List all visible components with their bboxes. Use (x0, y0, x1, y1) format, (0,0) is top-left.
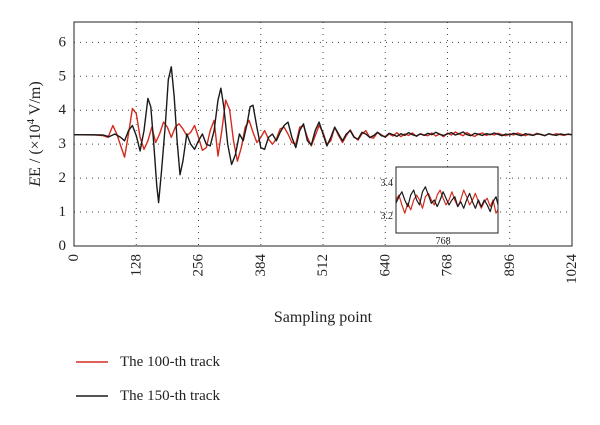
inset-tick-labels: 3.2 3.4 768 (381, 178, 451, 247)
x-tick-label: 512 (315, 254, 331, 277)
x-tick-label: 1024 (564, 254, 580, 285)
y-tick-label: 3 (59, 136, 67, 152)
y-tick-label: 6 (59, 34, 67, 50)
y-axis-label-suffix: V/m) (27, 81, 44, 118)
x-tick-label: 768 (440, 254, 456, 277)
x-tick-label: 128 (128, 254, 144, 277)
x-tick-label: 640 (377, 254, 393, 277)
x-tick-label: 256 (191, 254, 207, 277)
plot-frame (73, 21, 573, 247)
inset-y-tick-label: 3.2 (381, 211, 394, 222)
y-axis-label: EE / (×104 V/m) (25, 81, 44, 187)
inset-series-line (395, 186, 499, 213)
inset-frame (395, 166, 499, 234)
x-tick-label: 0 (66, 254, 82, 262)
legend: The 100-th track The 150-th track (76, 354, 220, 404)
y-axis-label-exponent: 4 (25, 118, 37, 124)
legend-label: The 100-th track (120, 354, 220, 370)
y-tick-labels: 0 1 2 3 4 5 6 (59, 34, 67, 254)
x-tick-label: 896 (502, 254, 518, 277)
x-axis-label: Sampling point (274, 309, 373, 326)
y-axis-label-prefix: E / (×10 (27, 124, 44, 177)
series-line (73, 66, 573, 204)
x-tick-label: 384 (253, 254, 269, 277)
legend-label: The 150-th track (120, 388, 220, 404)
y-tick-label: 5 (59, 68, 67, 84)
inset-x-tick-label: 768 (436, 236, 451, 247)
x-tick-labels: 0 128 256 384 512 640 768 896 1024 (66, 254, 580, 285)
y-tick-label: 4 (59, 102, 67, 118)
series-lines (73, 66, 573, 204)
inset-y-tick-label: 3.4 (381, 178, 394, 189)
y-tick-label: 1 (59, 204, 67, 220)
y-tick-label: 2 (59, 170, 67, 186)
inset-series-lines (395, 186, 499, 214)
inset-zoom: 3.2 3.4 768 (381, 166, 499, 247)
y-tick-label: 0 (59, 238, 67, 254)
